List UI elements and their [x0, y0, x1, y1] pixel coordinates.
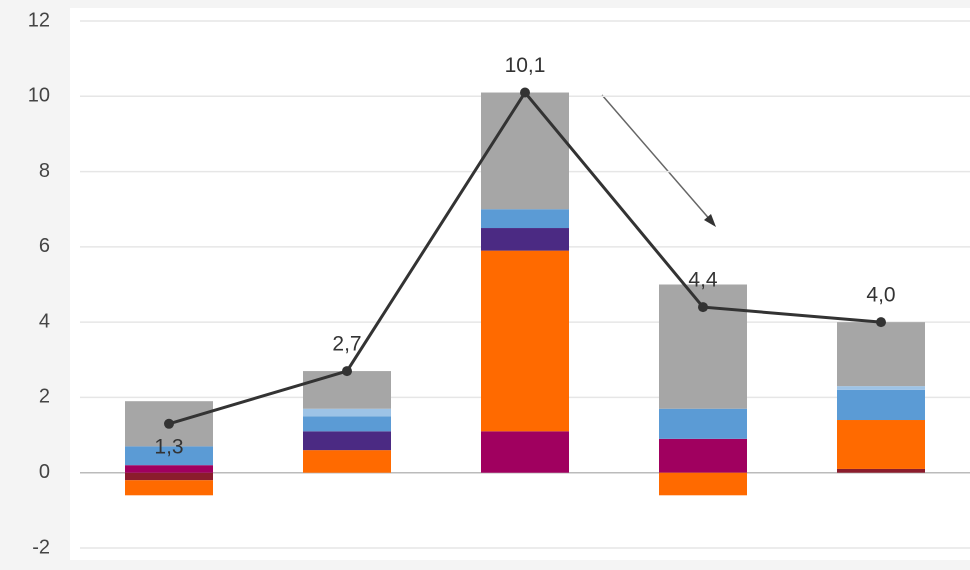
bar-segment [659, 438, 747, 473]
bar-segment [303, 408, 391, 417]
line-marker [876, 317, 886, 328]
bar-segment [837, 389, 925, 421]
data-label: 10,1 [505, 54, 546, 77]
data-label: 1,3 [154, 435, 183, 458]
bar-segment [125, 446, 213, 466]
bar-segment [303, 450, 391, 473]
bar-segment [481, 228, 569, 251]
data-label: 2,7 [332, 333, 361, 356]
data-label: 4,0 [866, 284, 895, 307]
bar-segment [481, 250, 569, 432]
y-tick-label: 4 [39, 310, 50, 332]
bar-segment [125, 465, 213, 473]
bar-segment [481, 209, 569, 229]
bar-segment [837, 322, 925, 387]
y-tick-label: 2 [39, 386, 50, 408]
bar-segment [837, 386, 925, 390]
bar-segment [125, 472, 213, 481]
data-label: 4,4 [688, 269, 718, 292]
y-tick-label: 8 [39, 160, 50, 182]
bar-segment [481, 431, 569, 473]
y-tick-label: 6 [39, 235, 50, 257]
bar-segment [837, 468, 925, 473]
y-tick-label: 10 [28, 85, 50, 107]
line-marker [164, 418, 174, 429]
bar-segment [481, 92, 569, 210]
annotation-arrow [601, 94, 716, 227]
line-marker [698, 302, 708, 313]
y-tick-label: 12 [28, 9, 50, 31]
bar-segment [659, 408, 747, 439]
bar-segment [303, 431, 391, 451]
y-tick-label: -2 [32, 536, 50, 558]
line-marker [342, 366, 352, 377]
bar-segment [659, 472, 747, 496]
bar-segment [837, 420, 925, 469]
y-tick-label: 0 [39, 461, 50, 483]
bar-segment [125, 480, 213, 496]
bar-segment [303, 416, 391, 432]
bar-segment [303, 371, 391, 409]
line-marker [520, 87, 530, 98]
